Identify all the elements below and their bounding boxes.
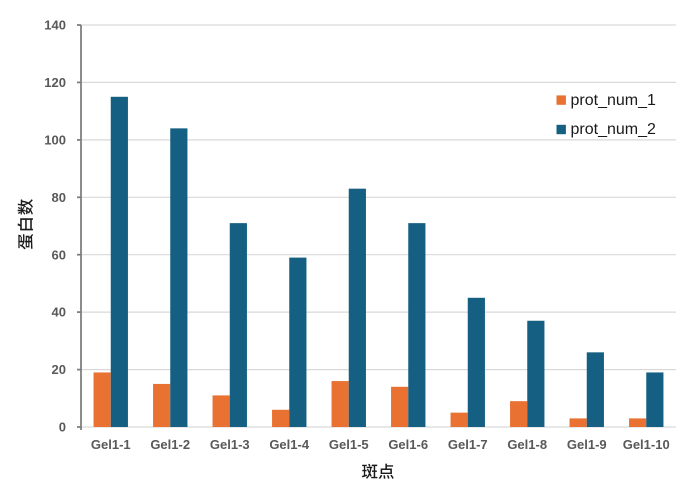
svg-text:Gel1-2: Gel1-2 xyxy=(150,437,190,452)
svg-text:Gel1-8: Gel1-8 xyxy=(507,437,547,452)
svg-text:40: 40 xyxy=(52,305,66,320)
svg-text:Gel1-1: Gel1-1 xyxy=(91,437,131,452)
svg-text:prot_num_2: prot_num_2 xyxy=(571,121,656,138)
svg-text:prot_num_1: prot_num_1 xyxy=(571,92,656,109)
svg-text:120: 120 xyxy=(44,75,66,90)
svg-text:Gel1-7: Gel1-7 xyxy=(448,437,488,452)
svg-text:Gel1-5: Gel1-5 xyxy=(329,437,369,452)
svg-text:80: 80 xyxy=(52,190,66,205)
svg-text:Gel1-3: Gel1-3 xyxy=(210,437,250,452)
svg-text:100: 100 xyxy=(44,133,66,148)
svg-text:0: 0 xyxy=(59,420,66,435)
svg-text:Gel1-4: Gel1-4 xyxy=(269,437,310,452)
svg-text:Gel1-10: Gel1-10 xyxy=(623,437,670,452)
svg-text:Gel1-6: Gel1-6 xyxy=(388,437,428,452)
svg-text:20: 20 xyxy=(52,362,66,377)
svg-text:60: 60 xyxy=(52,247,66,262)
svg-text:Gel1-9: Gel1-9 xyxy=(567,437,607,452)
svg-text:140: 140 xyxy=(44,18,66,33)
